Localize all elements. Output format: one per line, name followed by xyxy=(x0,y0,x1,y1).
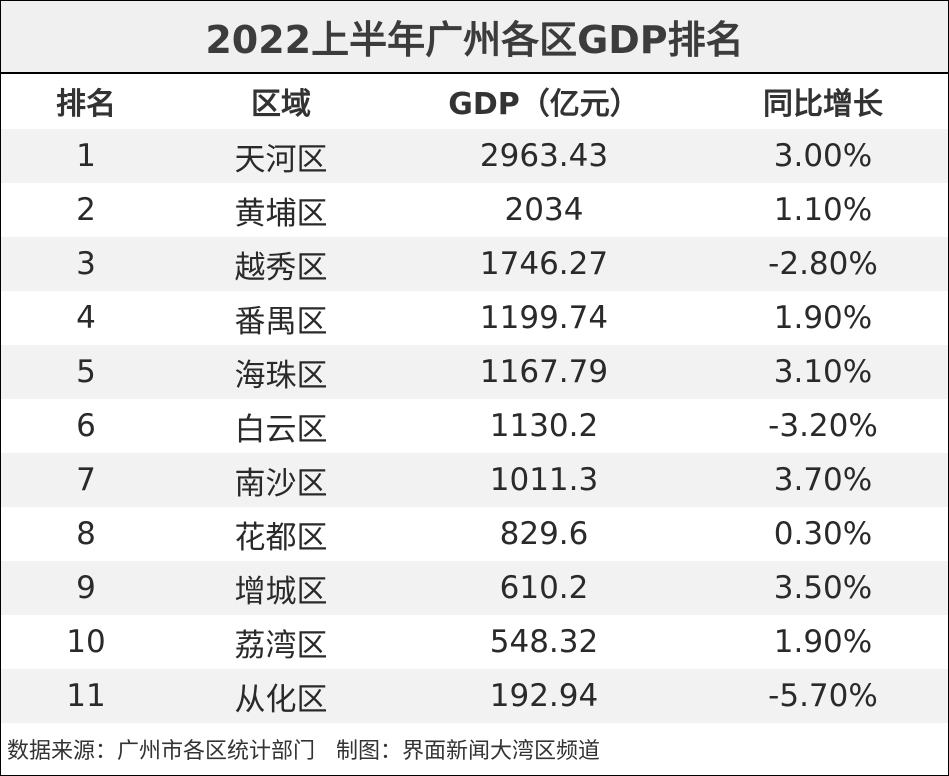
table-cell: 4 xyxy=(76,300,96,336)
table-cell: 白云区 xyxy=(234,411,328,448)
table-cell: 花都区 xyxy=(234,519,328,556)
table-cell: 1199.74 xyxy=(479,300,609,336)
table-row: 7 南沙区 1011.3 3.70% xyxy=(1,453,948,507)
table-cell: 3.50% xyxy=(773,570,873,606)
table-row: 4 番禺区 1199.74 1.90% xyxy=(1,291,948,345)
table-cell: 1167.79 xyxy=(479,354,609,390)
table-cell: 天河区 xyxy=(234,141,328,178)
table-cell: 610.2 xyxy=(499,570,589,606)
table-cell: 6 xyxy=(76,408,96,444)
table-row: 8 花都区 829.6 0.30% xyxy=(1,507,948,561)
header-row: 排名 区域 GDP（亿元） 同比增长 xyxy=(1,74,948,128)
table-cell: 越秀区 xyxy=(234,249,328,286)
table-cell: 1.90% xyxy=(773,300,873,336)
table-cell: 10 xyxy=(66,624,106,660)
table-cell: 1.10% xyxy=(773,192,873,228)
table-cell: 增城区 xyxy=(234,573,328,610)
title: 2022上半年广州各区GDP排名 xyxy=(1,1,948,74)
table-cell: 海珠区 xyxy=(234,357,328,394)
table-cell: 1.90% xyxy=(773,624,873,660)
table-cell: 829.6 xyxy=(499,516,589,552)
table-cell: 3 xyxy=(76,246,96,282)
table-row: 9 增城区 610.2 3.50% xyxy=(1,561,948,615)
table-cell: 0.30% xyxy=(773,516,873,552)
column-header: GDP（亿元） xyxy=(448,87,640,122)
table-cell: 11 xyxy=(66,678,106,714)
table-cell: 1746.27 xyxy=(479,246,609,282)
table-cell: 1130.2 xyxy=(489,408,599,444)
column-header: 排名 xyxy=(56,87,116,122)
table-cell: 黄埔区 xyxy=(234,195,328,232)
table-cell: 番禺区 xyxy=(234,303,328,340)
table-row: 2 黄埔区 2034 1.10% xyxy=(1,183,948,237)
column-header: 区域 xyxy=(251,87,311,122)
table-cell: 南沙区 xyxy=(234,465,328,502)
table-cell: 3.10% xyxy=(773,354,873,390)
table-cell: -5.70% xyxy=(768,678,878,714)
table-cell: 192.94 xyxy=(489,678,599,714)
table-cell: 3.00% xyxy=(773,138,873,174)
table-cell: -2.80% xyxy=(768,246,878,282)
table-cell: 5 xyxy=(76,354,96,390)
table-row: 11 从化区 192.94 -5.70% xyxy=(1,669,948,723)
column-header: 同比增长 xyxy=(763,87,883,122)
table-cell: 2034 xyxy=(504,192,584,228)
footer: 数据来源：广州市各区统计部门 制图：界面新闻大湾区频道 xyxy=(1,720,948,775)
table-cell: 2 xyxy=(76,192,96,228)
table-row: 6 白云区 1130.2 -3.20% xyxy=(1,399,948,453)
table-cell: 从化区 xyxy=(234,681,328,718)
table-cell: 548.32 xyxy=(489,624,599,660)
table-cell: 7 xyxy=(76,462,96,498)
table-cell: 9 xyxy=(76,570,96,606)
table-cell: 1 xyxy=(76,138,96,174)
table-cell: 荔湾区 xyxy=(234,627,328,664)
table-cell: 1011.3 xyxy=(489,462,599,498)
table-cell: -3.20% xyxy=(768,408,878,444)
table-cell: 3.70% xyxy=(773,462,873,498)
table-cell: 2963.43 xyxy=(479,138,609,174)
table-row: 5 海珠区 1167.79 3.10% xyxy=(1,345,948,399)
table-row: 3 越秀区 1746.27 -2.80% xyxy=(1,237,948,291)
table-cell: 8 xyxy=(76,516,96,552)
table-row: 10 荔湾区 548.32 1.90% xyxy=(1,615,948,669)
table-row: 1 天河区 2963.43 3.00% xyxy=(1,129,948,183)
